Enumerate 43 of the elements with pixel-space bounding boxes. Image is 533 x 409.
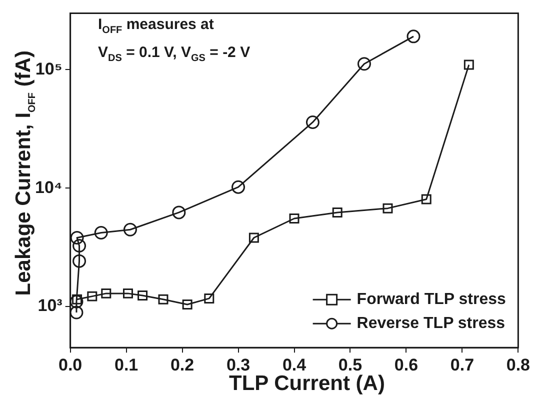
- point: [332, 207, 342, 218]
- x-tick-label: 0.8: [506, 355, 530, 374]
- x-tick-label: 0.7: [450, 355, 474, 374]
- point: [101, 288, 112, 298]
- point: [357, 57, 371, 71]
- point: [464, 60, 474, 70]
- point: [204, 293, 214, 304]
- point: [122, 288, 133, 298]
- point: [182, 300, 192, 310]
- x-tick-label: 0.1: [114, 355, 138, 374]
- annotation: I$_{OFF}$ measures at: [98, 16, 214, 36]
- y-tick-label: 10³: [38, 296, 63, 316]
- y-tick-label: 10⁵: [35, 59, 62, 78]
- point: [123, 222, 137, 236]
- point: [158, 294, 168, 304]
- annotation: V$_{DS}$ = 0.1 V, V$_{GS}$ = -2 V: [98, 44, 250, 64]
- x-tick-label: 0.4: [282, 355, 307, 374]
- legend-label: Forward TLP stress: [356, 291, 506, 308]
- point: [172, 206, 186, 220]
- point: [70, 294, 84, 308]
- point: [406, 30, 420, 44]
- point: [421, 194, 432, 204]
- point: [72, 294, 82, 304]
- point: [138, 290, 148, 300]
- point: [306, 115, 320, 129]
- x-tick-label: 0.0: [58, 355, 82, 374]
- legend-label: Reverse TLP stress: [356, 315, 506, 332]
- point: [382, 203, 393, 214]
- point: [70, 306, 84, 320]
- x-tick-label: 0.2: [170, 355, 194, 374]
- point: [94, 226, 108, 240]
- point: [289, 213, 300, 224]
- x-axis-title: TLP Current (A): [229, 372, 385, 395]
- point: [87, 291, 98, 302]
- y-tick-label: 10⁴: [34, 178, 62, 197]
- point: [72, 239, 86, 253]
- point: [232, 180, 246, 194]
- point: [72, 254, 86, 268]
- x-tick-label: 0.6: [394, 355, 418, 374]
- x-tick-label: 0.5: [338, 355, 362, 374]
- point: [70, 230, 84, 244]
- x-tick-label: 0.3: [226, 355, 250, 374]
- point: [248, 232, 259, 243]
